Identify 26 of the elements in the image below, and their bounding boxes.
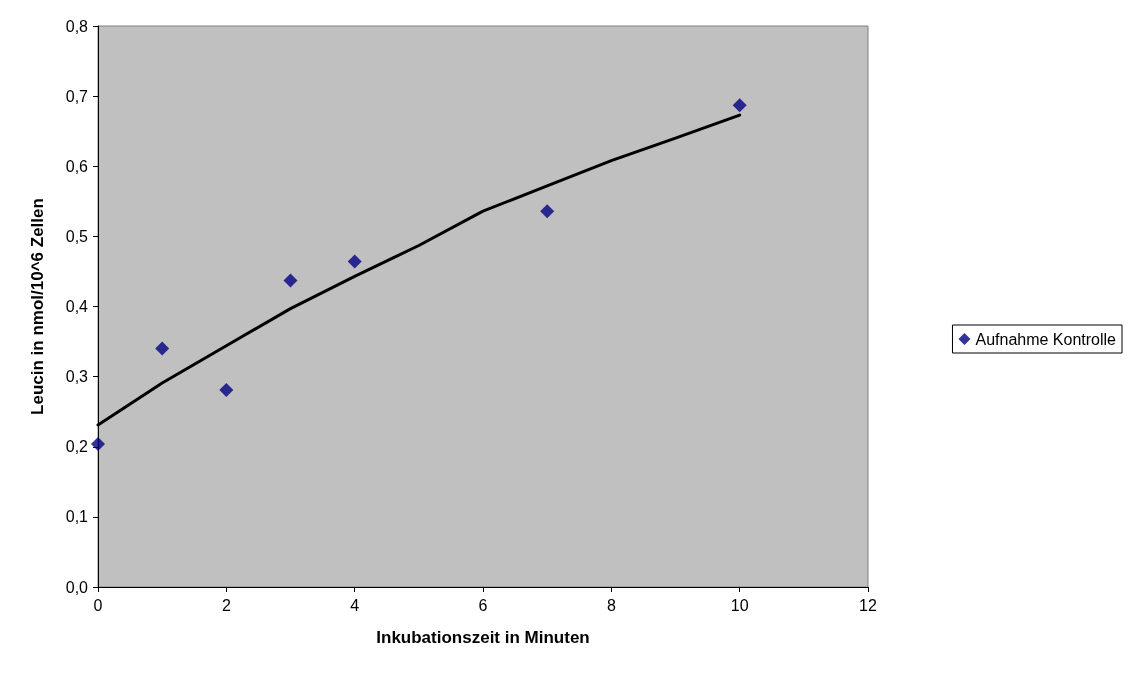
- x-tick-label: 8: [606, 596, 616, 614]
- y-tick-label: 0,8: [65, 17, 89, 35]
- y-tick-label: 0,1: [65, 508, 89, 526]
- x-tick-label: 4: [350, 596, 360, 614]
- point: [219, 382, 234, 397]
- y-tick-label: 0,5: [65, 227, 89, 245]
- x-axis-title: Inkubationszeit in Minuten: [376, 628, 590, 647]
- point: [347, 254, 362, 269]
- x-tick-label: 10: [730, 596, 749, 614]
- y-tick-label: 0,7: [65, 87, 89, 105]
- legend-label: Aufnahme Kontrolle: [975, 330, 1117, 348]
- y-tick-label: 0,6: [65, 157, 89, 175]
- point: [283, 273, 298, 288]
- y-tick-label: 0,3: [65, 368, 89, 386]
- y-tick-label: 0,4: [65, 298, 89, 315]
- x-tick-label: 12: [859, 596, 877, 614]
- point: [91, 436, 105, 451]
- point: [155, 341, 170, 356]
- point: [732, 98, 747, 113]
- x-tick-label: 2: [221, 596, 231, 614]
- x-tick-label: 6: [478, 596, 488, 614]
- point: [540, 204, 555, 219]
- x-tick-label: 0: [93, 596, 103, 614]
- y-axis-title: Leucin in nmol/10^6 Zellen: [28, 198, 47, 415]
- y-tick-label: 0,2: [65, 438, 89, 456]
- y-tick-label: 0,0: [65, 578, 89, 596]
